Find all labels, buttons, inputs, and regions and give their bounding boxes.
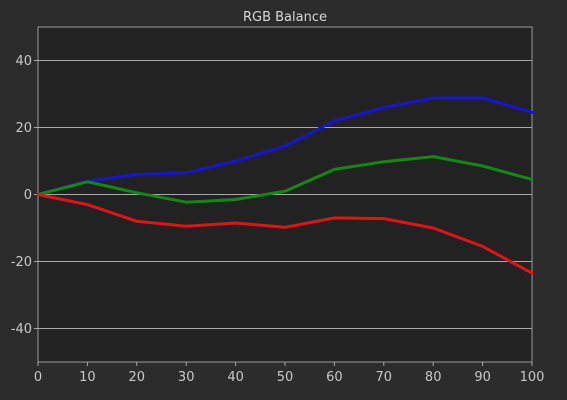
- x-tick-label-70: 70: [376, 370, 393, 385]
- x-tick-label-20: 20: [129, 370, 146, 385]
- red-series-line: [36, 193, 534, 275]
- y-tick-label-0: 0: [24, 188, 32, 203]
- x-tick-label-50: 50: [277, 370, 294, 385]
- y-tick-label-40: 40: [15, 54, 32, 69]
- chart-title: RGB Balance: [243, 10, 327, 25]
- axis-ticks: -40 -20 0 20 40 0 10 20 30 40 50 60 70 80 90 100: [11, 54, 545, 385]
- y-tick-label-20: 20: [15, 121, 32, 136]
- series-lines: [36, 96, 534, 275]
- grid-lines: [38, 60, 532, 329]
- x-tick-label-30: 30: [178, 370, 195, 385]
- x-tick-label-90: 90: [474, 370, 491, 385]
- y-tick-label--40: -40: [11, 322, 32, 337]
- x-tick-label-40: 40: [227, 370, 244, 385]
- blue-series-line: [36, 96, 534, 196]
- green-series-line: [36, 155, 534, 204]
- y-tick-label--20: -20: [11, 255, 32, 270]
- x-tick-label-100: 100: [520, 370, 545, 385]
- x-tick-label-0: 0: [34, 370, 42, 385]
- x-tick-label-60: 60: [326, 370, 343, 385]
- x-tick-label-80: 80: [425, 370, 442, 385]
- x-tick-label-10: 10: [79, 370, 96, 385]
